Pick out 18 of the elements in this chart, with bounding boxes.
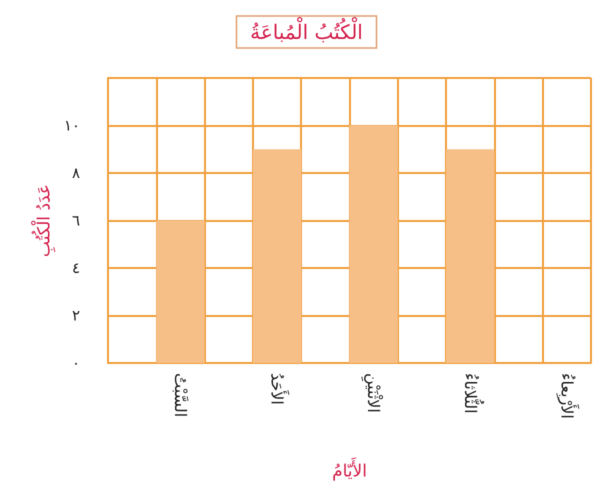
bar: [252, 149, 302, 363]
x-axis-title: الأَيّامُ: [332, 456, 367, 482]
y-tick-label: ٤: [72, 259, 80, 277]
x-tick-label: الاثْنَيْنِ: [360, 373, 384, 413]
x-tick-label: الأَرْبِعاءُ: [556, 373, 580, 419]
y-tick-label: ٦: [72, 212, 80, 230]
x-tick-label: الثُّلاثاءُ: [460, 373, 485, 414]
y-tick-label: ٠: [72, 354, 80, 372]
bar: [446, 149, 494, 363]
y-tick-label: ١٠: [64, 116, 80, 134]
y-axis-title: عَدَدُ الْكُتُبِ: [30, 184, 56, 258]
chart-title: الْكُتُبُ الْمُباعَةُ: [250, 16, 363, 44]
y-tick-label: ٨: [72, 164, 80, 182]
x-tick-label: السَّبْتُ: [170, 373, 190, 418]
y-tick-label: ٢: [72, 306, 80, 324]
x-tick-label: الأَحَدُ: [268, 373, 290, 405]
bar: [156, 220, 205, 363]
bar: [350, 126, 398, 363]
